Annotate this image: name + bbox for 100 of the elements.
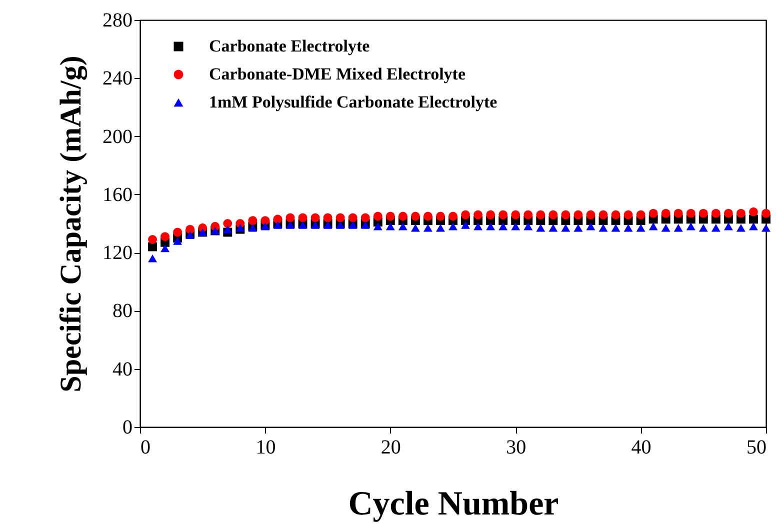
y-tick-label: 280 [102,10,132,32]
legend-label: Carbonate-DME Mixed Electrolyte [209,64,466,84]
point [674,224,683,232]
point [160,232,170,242]
point [148,235,157,244]
point [648,222,658,230]
point [436,224,445,232]
legend-label: Carbonate Electrolyte [209,36,370,56]
point [711,224,720,232]
point [148,254,157,262]
point [410,224,420,232]
y-tick-label: 80 [112,300,132,322]
point [398,222,408,230]
point [611,224,620,232]
y-tick-label: 240 [102,68,132,90]
point [598,224,608,232]
point [223,219,232,228]
point [286,213,295,222]
point [273,214,282,224]
x-tick-label: 40 [631,436,652,458]
point [661,224,670,232]
point [548,210,558,220]
x-tick-label: 30 [506,436,526,458]
point [524,222,533,230]
point [636,210,646,220]
y-tick-label: 160 [102,184,132,206]
y-tick-label: 120 [102,242,132,264]
point [373,222,382,230]
point [698,208,708,218]
point [698,224,708,232]
point [674,208,683,218]
point [260,222,270,230]
point [360,213,370,222]
point [260,216,270,226]
point [511,222,520,230]
point [461,221,470,229]
point [323,213,332,222]
point [474,210,483,220]
point [398,212,408,221]
y-tick-label: 40 [112,358,132,380]
point [749,207,758,216]
point [598,210,608,220]
point [661,208,670,218]
point [561,224,570,232]
point [248,216,258,226]
point [336,213,345,222]
point [486,222,496,230]
point [160,244,170,252]
y-axis-title: Specific Capacity (mAh/g) [54,56,88,392]
point [310,213,320,222]
x-tick-label: 20 [380,436,401,458]
point [410,212,420,221]
point [686,208,696,218]
x-axis-title: Cycle Number [348,486,559,522]
legend-label: 1mM Polysulfide Carbonate Electrolyte [209,92,498,112]
point [298,213,308,222]
point [724,222,733,230]
x-tick-label: 0 [140,436,150,458]
point [348,213,358,222]
point [186,224,195,234]
point [386,212,395,221]
y-tick-label: 0 [122,416,132,438]
point [736,208,746,218]
point [498,222,508,230]
point [223,225,232,234]
point [373,212,382,221]
point [498,210,508,220]
point [586,222,596,230]
x-tick-label: 10 [256,436,276,458]
point [561,210,570,220]
point [736,224,746,232]
point [436,212,445,221]
point [636,224,646,232]
point [762,208,770,218]
point [574,210,583,220]
point [548,224,558,232]
point [749,222,758,230]
point [386,222,395,230]
y-tick-label: 200 [102,126,132,148]
point [486,210,496,220]
point [762,224,770,232]
point [448,212,458,221]
point [461,210,470,220]
point [536,210,546,220]
point [624,210,633,220]
point [724,208,733,218]
point [173,237,182,245]
point [474,222,483,230]
point [648,208,658,218]
point [686,222,696,230]
x-tick-label: 50 [746,436,766,458]
point [574,224,583,232]
point [173,228,182,237]
point [624,224,633,232]
point [448,222,458,230]
point [511,210,520,220]
point [524,210,533,220]
point [711,208,720,218]
point [423,224,432,232]
point [423,212,432,221]
